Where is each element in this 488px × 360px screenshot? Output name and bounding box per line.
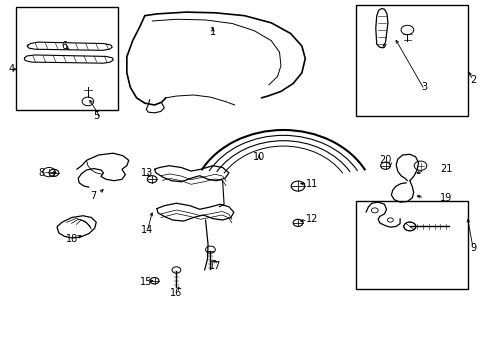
Bar bbox=[16, 7, 118, 111]
Text: 14: 14 bbox=[141, 225, 153, 235]
Text: 2: 2 bbox=[469, 75, 475, 85]
Text: 4: 4 bbox=[9, 64, 15, 74]
Text: 12: 12 bbox=[306, 214, 318, 224]
Text: 13: 13 bbox=[141, 168, 153, 178]
Bar bbox=[356, 202, 467, 289]
Text: 3: 3 bbox=[421, 82, 427, 92]
Text: 9: 9 bbox=[469, 243, 475, 253]
Bar bbox=[356, 5, 467, 116]
Text: 17: 17 bbox=[209, 261, 221, 271]
Text: 8: 8 bbox=[38, 168, 44, 178]
Text: 11: 11 bbox=[306, 179, 318, 189]
Text: 6: 6 bbox=[61, 41, 67, 51]
Text: 20: 20 bbox=[379, 156, 391, 165]
Text: 7: 7 bbox=[90, 191, 97, 201]
Text: 16: 16 bbox=[170, 288, 182, 297]
Text: 15: 15 bbox=[140, 277, 152, 287]
Text: 10: 10 bbox=[252, 152, 264, 162]
Text: 5: 5 bbox=[93, 111, 99, 121]
Text: 18: 18 bbox=[65, 234, 78, 244]
Text: 19: 19 bbox=[439, 193, 451, 203]
Text: 21: 21 bbox=[439, 164, 451, 174]
Text: 1: 1 bbox=[209, 27, 216, 37]
